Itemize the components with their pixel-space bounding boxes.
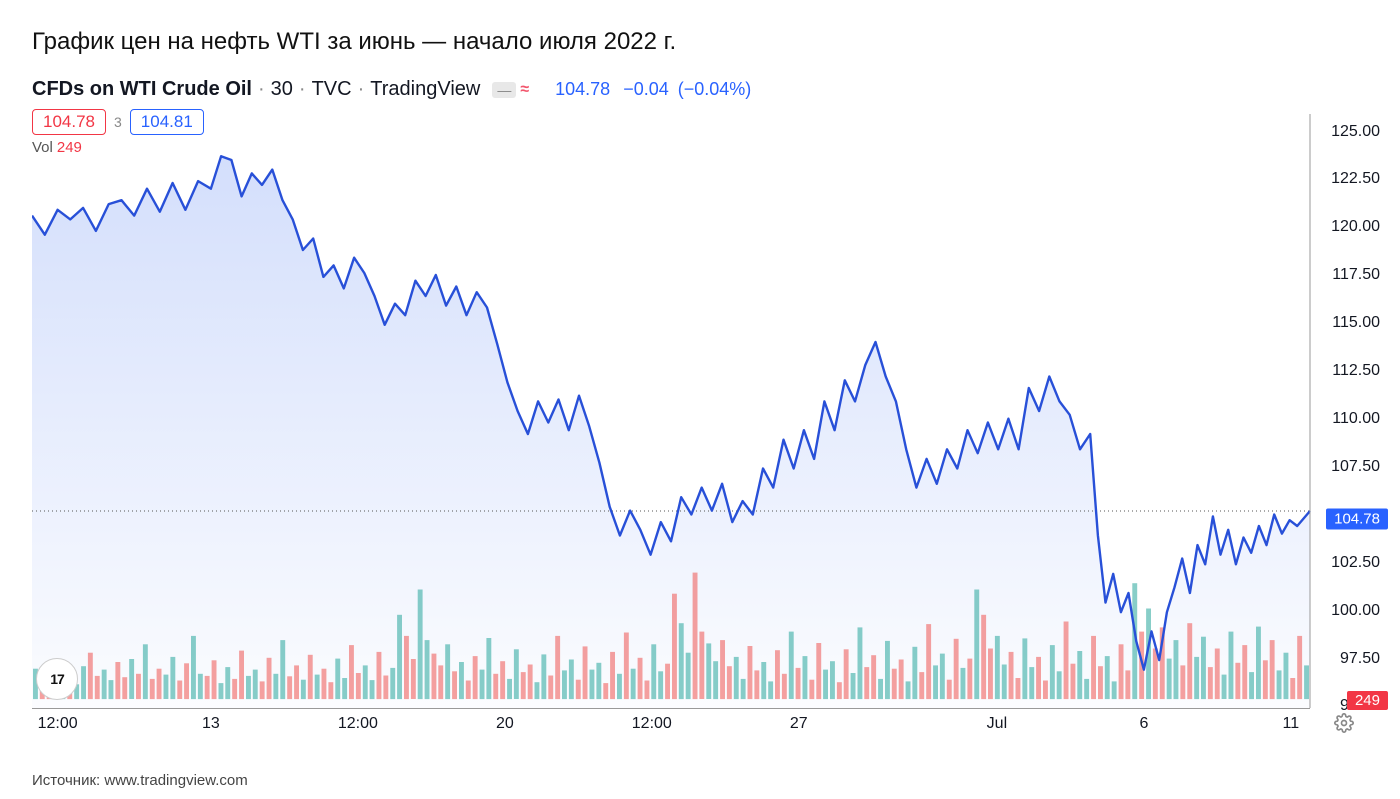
x-tick: 20	[496, 715, 514, 733]
volume-tag: 249	[1347, 691, 1388, 710]
last-price: 104.78	[555, 79, 610, 99]
exchange: TVC	[312, 78, 352, 101]
chart-area[interactable]: 125.00 122.50 120.00 117.50 115.00 112.50 110.…	[32, 106, 1390, 770]
price-chart-svg	[32, 106, 1390, 770]
price-change: −0.04	[623, 79, 669, 99]
indicator-pill[interactable]: —≈	[492, 81, 529, 99]
y-axis[interactable]: 125.00 122.50 120.00 117.50 115.00 112.50 110.…	[1310, 114, 1390, 708]
chart-title: График цен на нефть WTI за июнь — начало…	[32, 28, 1390, 56]
y-tick: 122.50	[1331, 170, 1380, 188]
x-tick: 12:00	[338, 715, 378, 733]
y-tick: 102.50	[1331, 554, 1380, 572]
x-axis[interactable]: 12:00 13 12:00 20 12:00 27 Jul 6 11	[32, 708, 1310, 738]
y-tick: 120.00	[1331, 218, 1380, 236]
tradingview-logo-icon[interactable]: 17	[36, 658, 78, 700]
symbol-name[interactable]: CFDs on WTI Crude Oil	[32, 78, 252, 101]
current-price-tag: 104.78	[1326, 509, 1388, 530]
y-tick: 112.50	[1332, 362, 1380, 380]
interval[interactable]: 30	[271, 78, 293, 101]
x-tick: 12:00	[38, 715, 78, 733]
x-tick: 13	[202, 715, 220, 733]
y-tick: 107.50	[1331, 458, 1380, 476]
price-change-pct: (−0.04%)	[678, 79, 752, 99]
source-attribution: Источник: www.tradingview.com	[32, 772, 1390, 789]
y-tick: 100.00	[1331, 602, 1380, 620]
y-tick: 97.50	[1340, 650, 1380, 668]
y-tick: 115.00	[1332, 314, 1380, 332]
y-tick: 110.00	[1332, 410, 1380, 428]
x-tick: 6	[1139, 715, 1148, 733]
x-tick: 11	[1282, 715, 1299, 733]
gear-icon[interactable]	[1334, 713, 1354, 738]
x-tick: 12:00	[632, 715, 672, 733]
x-tick: Jul	[987, 715, 1007, 733]
y-tick: 125.00	[1331, 123, 1380, 141]
provider: TradingView	[370, 78, 480, 101]
y-tick: 117.50	[1332, 266, 1380, 284]
x-tick: 27	[790, 715, 808, 733]
legend-row: CFDs on WTI Crude Oil · 30 · TVC · Tradi…	[32, 78, 1390, 101]
